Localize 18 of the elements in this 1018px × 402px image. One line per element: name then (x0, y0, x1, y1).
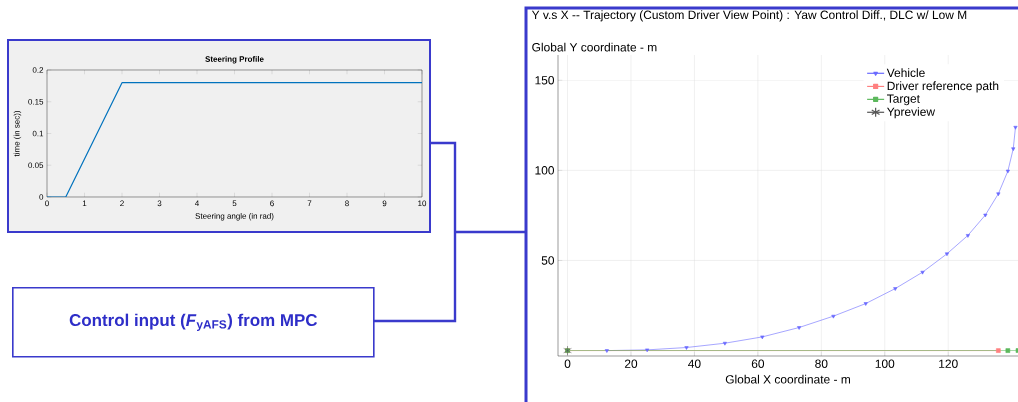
x-tick-label: 40 (688, 359, 701, 368)
x-tick-label: 80 (815, 359, 828, 368)
x-tick-label: 120 (939, 359, 958, 368)
chart-title: Y v.s X -- Trajectory (Custom Driver View Point) : Yaw Control Diff., DLC w/ Low M (531, 10, 967, 22)
x-tick-label: 100 (875, 359, 895, 368)
x-tick-label: 0 (564, 359, 571, 368)
text: Control input (F$_{yAFS}$) from MPC (69, 313, 318, 331)
x-tick-label: 60 (751, 359, 765, 368)
legend-label: Vehicle (886, 68, 925, 77)
y-tick-label: 100 (535, 166, 555, 175)
x-axis-title: Global X coordinate - m (725, 374, 850, 384)
y-axis-title: Global Y coordinate - m (532, 42, 657, 52)
x-tick-label: 20 (624, 359, 638, 368)
y-tick-label: 50 (541, 256, 555, 265)
y-tick-label: 150 (535, 76, 555, 85)
legend-label: Driver reference path (887, 81, 999, 93)
legend-label: Ypreview (887, 107, 936, 119)
legend-label: Target (887, 94, 920, 106)
